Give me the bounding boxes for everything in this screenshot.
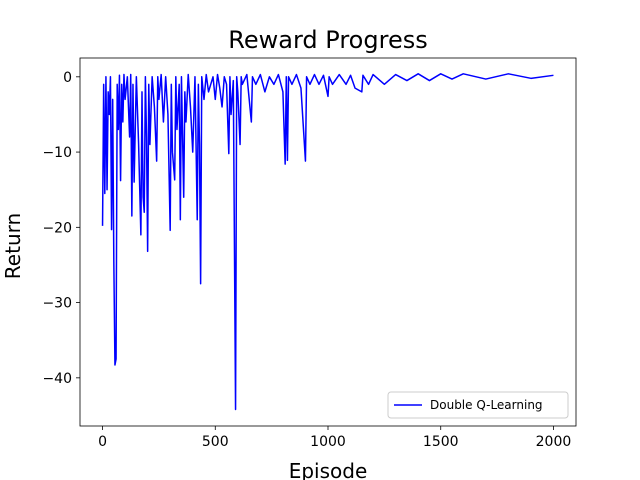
y-tick-label: −10 [42, 145, 72, 161]
x-tick-label: 2000 [536, 434, 572, 450]
y-tick-label: −30 [42, 296, 72, 312]
series-line [101, 73, 554, 411]
x-tick-label: 500 [202, 434, 229, 450]
x-axis-label: Episode [289, 459, 368, 480]
x-tick-label: 1000 [310, 434, 346, 450]
plot-frame [79, 57, 577, 427]
y-tick-label: −20 [42, 220, 72, 236]
y-axis-label: Return [1, 213, 25, 279]
chart-title: Reward Progress [228, 26, 427, 54]
x-tick-label: 0 [98, 434, 107, 450]
legend-box [387, 391, 569, 419]
legend-label: Double Q-Learning [430, 398, 543, 412]
x-tick-label: 1500 [423, 434, 459, 450]
y-tick-label: −40 [42, 371, 72, 387]
y-tick-label: 0 [63, 70, 72, 86]
